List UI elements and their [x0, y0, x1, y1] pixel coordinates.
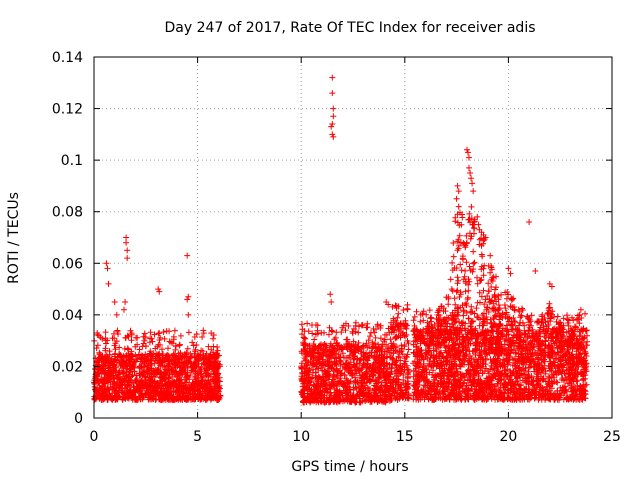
- data-point: [203, 381, 210, 387]
- data-point: [107, 384, 114, 391]
- data-points: [91, 74, 591, 406]
- data-point: [180, 362, 187, 369]
- data-point: [202, 382, 209, 389]
- data-point: [117, 382, 124, 389]
- data-point: [122, 385, 129, 392]
- data-point: [107, 395, 114, 401]
- data-point: [180, 386, 187, 393]
- data-point: [113, 395, 120, 401]
- data-point: [157, 362, 164, 369]
- data-point: [183, 374, 190, 381]
- data-point: [129, 363, 136, 370]
- data-point: [105, 377, 112, 384]
- data-point: [140, 363, 147, 369]
- data-point: [111, 375, 118, 382]
- data-point: [133, 396, 140, 403]
- data-point: [104, 385, 111, 392]
- data-point: [214, 383, 221, 390]
- data-point: [92, 366, 98, 372]
- data-point: [102, 375, 108, 382]
- data-point: [153, 383, 160, 390]
- data-point: [164, 367, 171, 374]
- data-point: [93, 372, 100, 379]
- data-point: [182, 371, 189, 378]
- data-point: [99, 396, 105, 403]
- data-point: [186, 376, 193, 383]
- data-point: [131, 368, 138, 375]
- data-point: [112, 388, 119, 395]
- data-point: [153, 371, 160, 378]
- data-point: [172, 389, 179, 396]
- data-point: [98, 376, 105, 383]
- data-point: [186, 385, 193, 392]
- data-point: [122, 372, 129, 379]
- data-point: [119, 395, 126, 401]
- data-point: [134, 376, 140, 382]
- data-point: [96, 391, 103, 398]
- data-point: [191, 374, 198, 380]
- data-point: [155, 365, 162, 372]
- data-point: [202, 389, 209, 396]
- data-point: [206, 385, 213, 392]
- data-point: [183, 392, 190, 399]
- data-point: [109, 390, 116, 397]
- data-point: [148, 360, 155, 367]
- data-point: [114, 394, 121, 401]
- data-point: [209, 388, 216, 395]
- data-point: [213, 375, 220, 382]
- data-point: [176, 372, 183, 379]
- data-point: [203, 368, 209, 375]
- data-point: [161, 376, 168, 383]
- data-point: [205, 362, 212, 369]
- data-point: [100, 362, 107, 369]
- data-point: [126, 369, 133, 376]
- data-point: [116, 359, 122, 366]
- data-point: [126, 377, 133, 384]
- data-point: [189, 386, 196, 393]
- data-point: [171, 353, 178, 360]
- data-point: [189, 379, 196, 386]
- data-point: [118, 387, 125, 394]
- data-point: [129, 372, 136, 378]
- data-point: [144, 385, 151, 392]
- data-point: [99, 383, 106, 390]
- data-point: [156, 378, 163, 385]
